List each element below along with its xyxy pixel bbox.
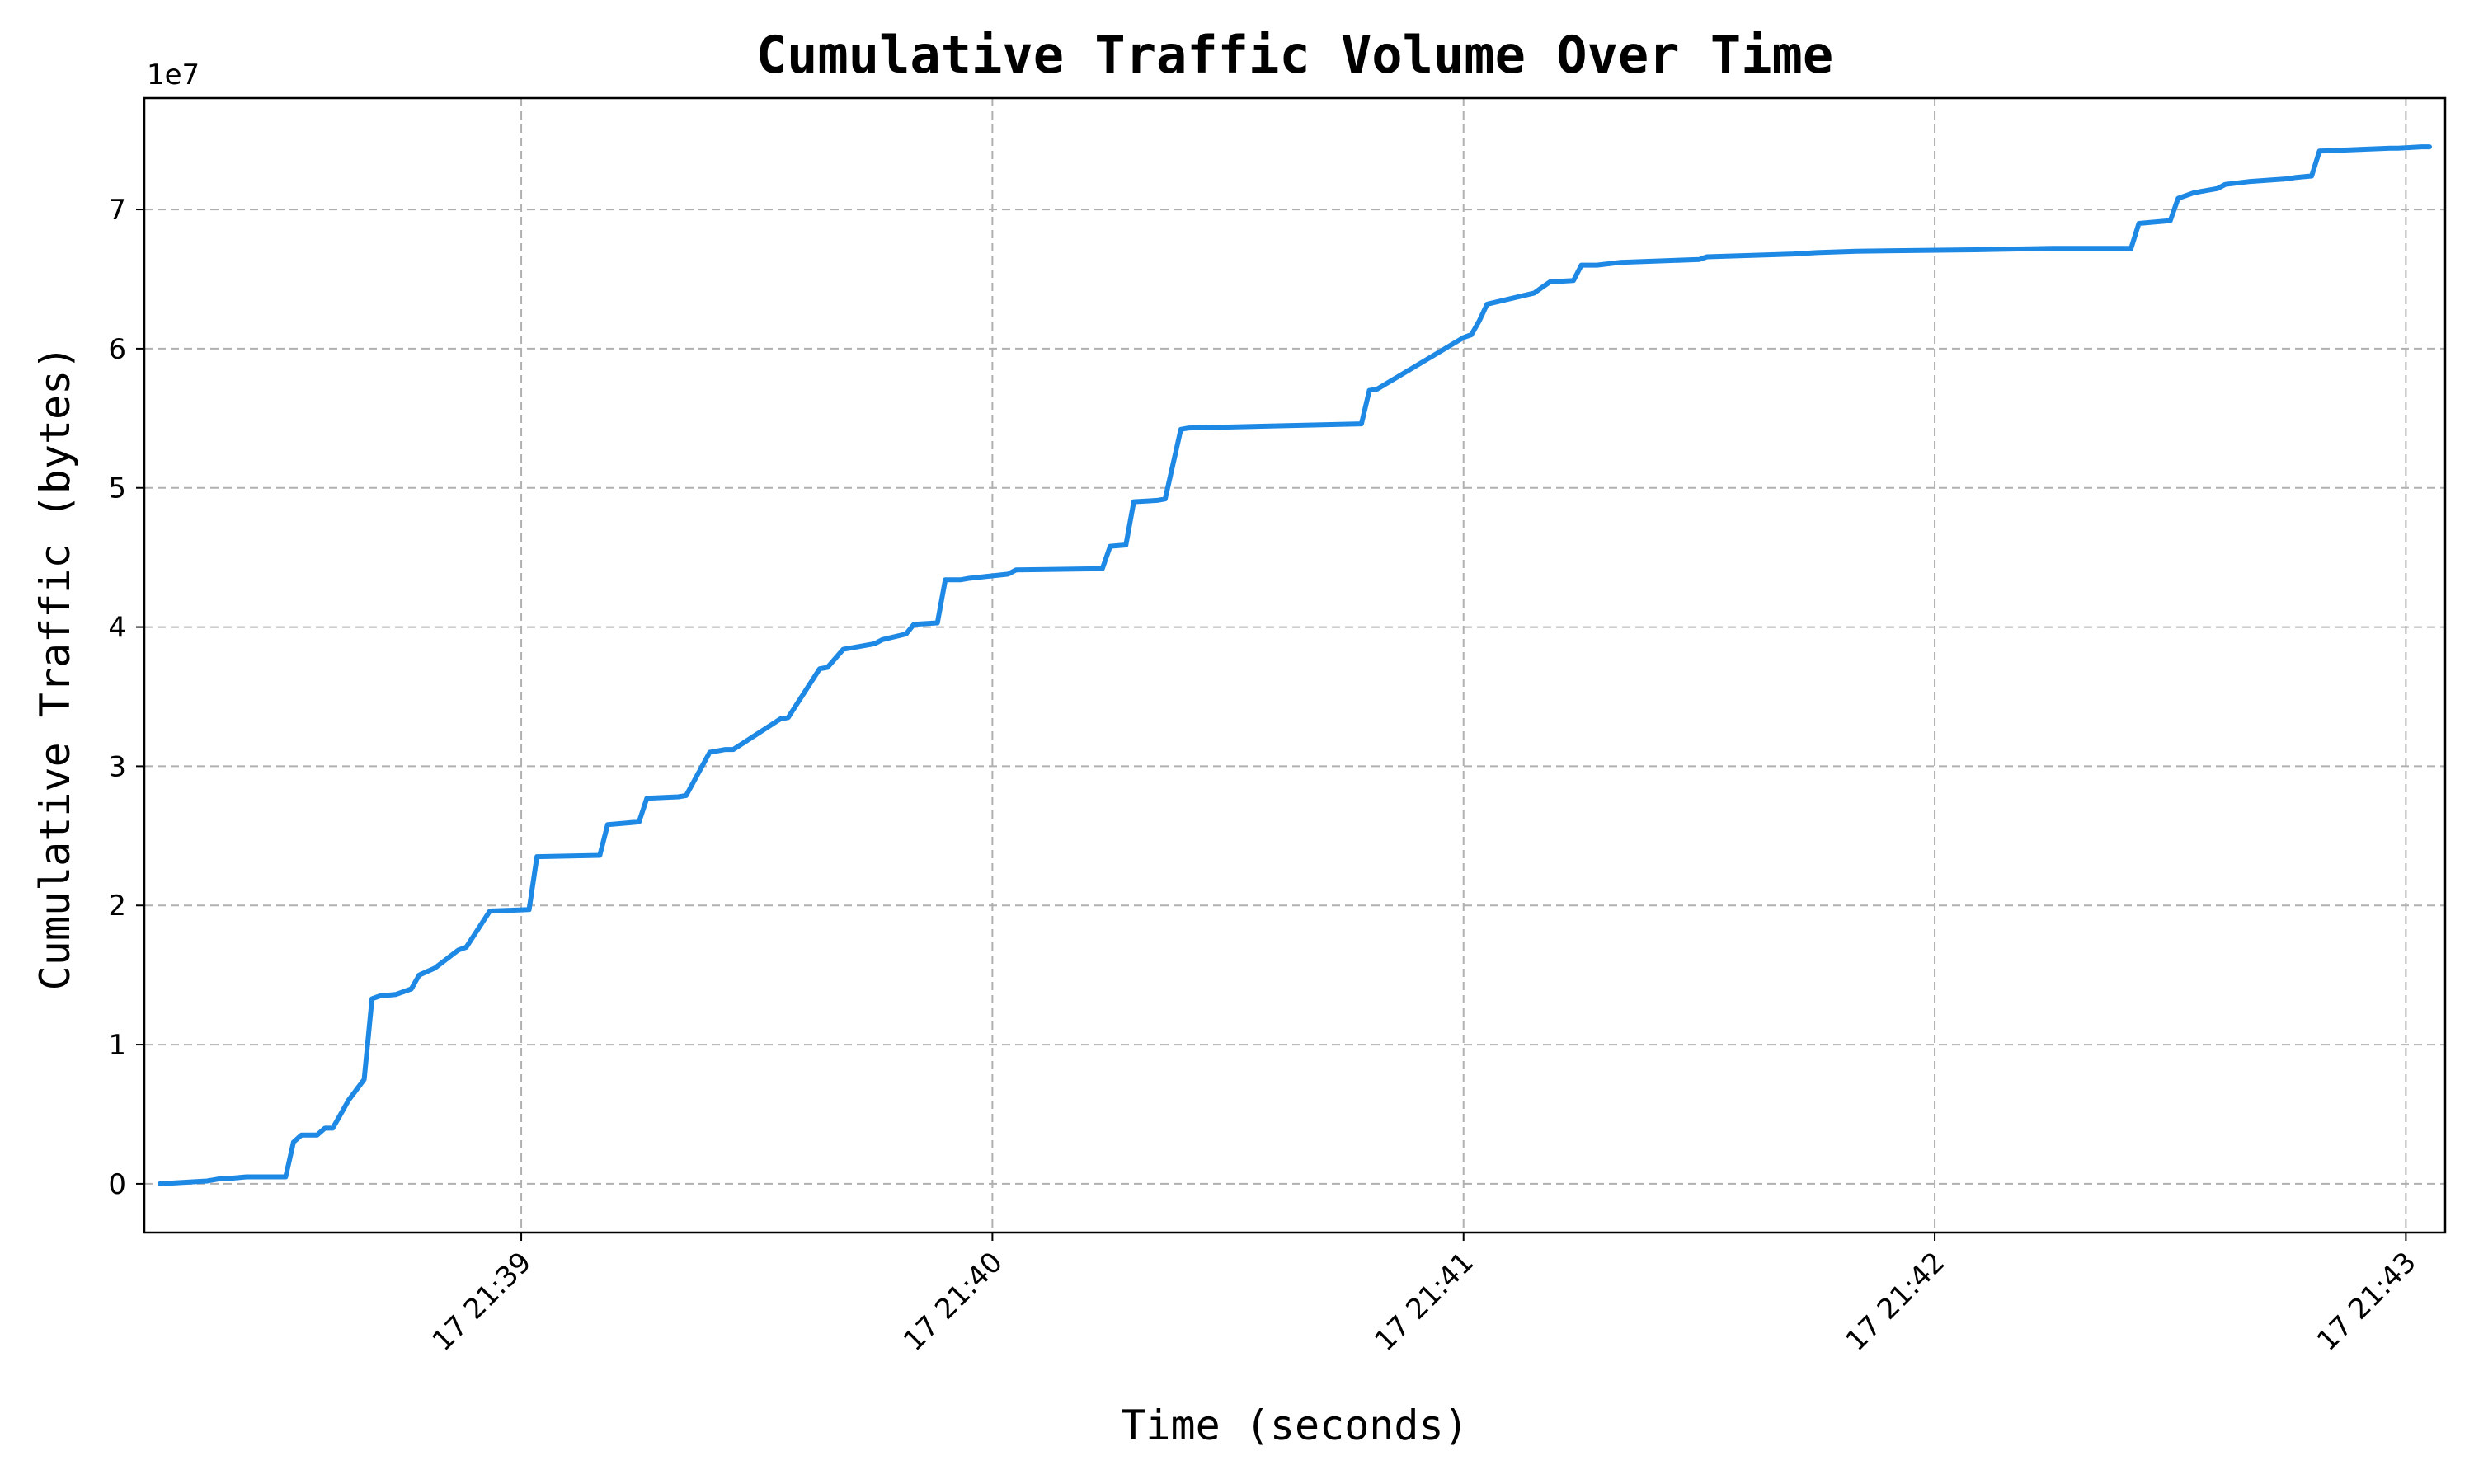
y-tick-label: 6 [108,333,126,366]
y-offset-label: 1e7 [147,59,200,92]
x-tick-label: 17 21:42 [1840,1246,1952,1358]
y-tick-label: 3 [108,750,126,783]
y-tick-label: 2 [108,890,126,923]
y-axis-label: Cumulative Traffic (bytes) [31,345,79,991]
grid-layer [144,98,2445,1233]
x-axis-label: Time (seconds) [1121,1402,1468,1449]
y-tick-label: 7 [108,194,126,227]
series-line [158,144,2432,1186]
x-tick-label: 17 21:41 [1368,1246,1480,1358]
chart-title: Cumulative Traffic Volume Over Time [756,25,1833,85]
y-tick-label: 1 [108,1029,126,1062]
x-tick-label: 17 21:40 [897,1246,1009,1358]
series-layer [158,144,2432,1186]
y-tick-label: 4 [108,612,126,645]
plot-frame [143,96,2447,1234]
y-tick-label: 0 [108,1168,126,1201]
y-tick-label: 5 [108,472,126,505]
x-tick-label: 17 21:43 [2311,1246,2423,1358]
x-tick-label: 17 21:39 [426,1246,539,1358]
